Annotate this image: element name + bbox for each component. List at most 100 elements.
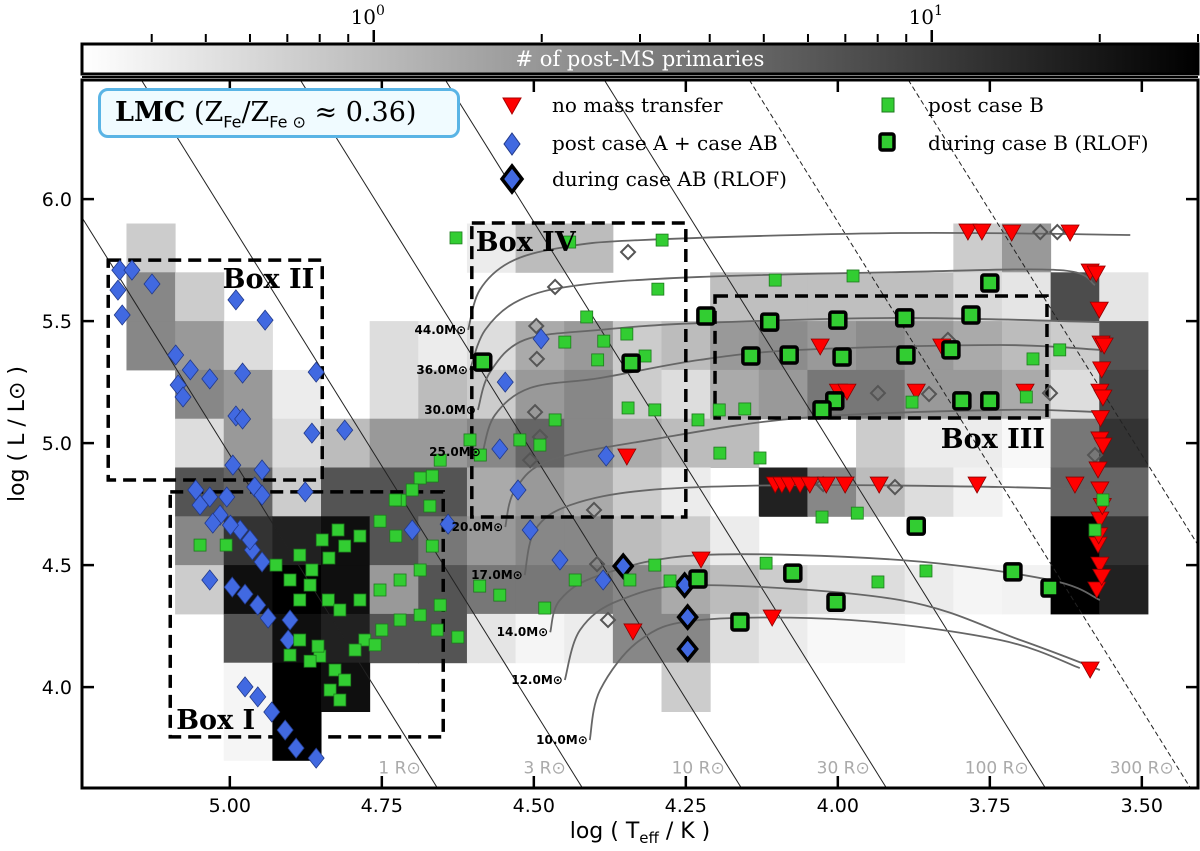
diamond-point	[303, 422, 321, 444]
legend-label-post-a-ab: post case A + case AB	[552, 131, 778, 155]
square-bold-point	[730, 612, 750, 632]
square-bold-point	[779, 345, 799, 365]
square-bold-point	[759, 312, 780, 332]
square-bold-point	[894, 308, 915, 328]
square-point	[293, 633, 307, 647]
square-bold-point	[906, 516, 927, 536]
diamond-point	[403, 519, 421, 541]
square-point	[375, 623, 389, 637]
track-mass-label: 25.0M⊙	[429, 445, 481, 459]
y-axis-label: log ( L / L⊙ )	[5, 366, 30, 502]
heatmap-cell	[175, 321, 225, 371]
triangle-down-point	[967, 476, 987, 494]
triangle-down-point	[1090, 410, 1111, 428]
y-tick-label: 6.0	[42, 189, 72, 211]
diamond-point	[521, 519, 539, 541]
diamond-point	[496, 371, 514, 393]
square-point	[713, 446, 727, 460]
diamond-point	[111, 259, 129, 281]
heatmap-cell	[1001, 418, 1052, 469]
square-point	[651, 282, 665, 296]
track-marker	[1041, 384, 1059, 402]
square-bold-point	[812, 400, 832, 420]
triangle-down-point	[906, 383, 926, 401]
diamond-point	[532, 328, 550, 350]
heatmap-cell	[1099, 272, 1149, 322]
square-point	[388, 493, 402, 507]
heatmap-cell	[515, 613, 565, 664]
diamond-point	[221, 514, 239, 536]
x-axis-label-sub: eff	[639, 829, 659, 847]
evolution-track	[481, 344, 1100, 453]
heatmap-cell	[856, 418, 906, 469]
heatmap-cell	[564, 613, 614, 664]
square-point	[433, 453, 447, 467]
tick-base: 10	[351, 5, 376, 29]
region-box-label: Box III	[941, 424, 1045, 455]
triangle-down-point	[691, 551, 711, 569]
diamond-point	[307, 361, 325, 383]
tick-base: 10	[909, 5, 934, 29]
square-point	[311, 639, 325, 653]
triangle-down-point	[816, 476, 836, 494]
triangle-down-point	[810, 338, 830, 356]
square-point	[919, 564, 933, 578]
square-point	[473, 448, 487, 462]
diamond-point	[259, 607, 277, 629]
triangle-down-point	[1086, 265, 1106, 283]
square-point	[620, 327, 634, 341]
square-point	[293, 548, 307, 562]
x-axis-label-prefix: log ( T	[570, 819, 640, 844]
diamond-bold-point	[611, 552, 635, 580]
legend-square-icon	[881, 97, 895, 113]
square-point	[621, 401, 635, 415]
diamond-point	[253, 551, 271, 573]
radius-line	[82, 216, 438, 788]
diamond-bold-point	[676, 635, 699, 663]
heatmap-cell	[807, 467, 857, 517]
square-point	[338, 539, 352, 553]
heatmap-cell	[515, 369, 565, 420]
diamond-point	[236, 676, 254, 698]
triangle-down-point	[762, 609, 782, 627]
square-point	[815, 510, 829, 524]
square-point	[322, 551, 336, 565]
heatmap-cell	[1099, 467, 1149, 517]
diamond-point	[167, 344, 185, 366]
diamond-point	[227, 289, 245, 311]
square-point	[373, 514, 387, 528]
track-marker	[546, 278, 564, 296]
radius-label: 100 R⊙	[965, 759, 1029, 779]
heatmap-cell	[175, 272, 225, 322]
diamond-point	[109, 279, 127, 301]
triangle-down-point	[1002, 224, 1022, 242]
triangle-down-point	[1088, 461, 1108, 479]
x-tick-label: 3.75	[969, 795, 1011, 817]
square-point	[712, 403, 726, 417]
radius-label: 300 R⊙	[1110, 759, 1174, 779]
square-point	[393, 573, 407, 587]
square-point	[563, 235, 577, 249]
heatmap-cell	[126, 321, 176, 371]
y-tick-label: 5.5	[42, 311, 72, 333]
colorbar-label: # of post-MS primaries	[516, 47, 765, 71]
track-mass-label: 12.0M⊙	[511, 673, 563, 687]
diamond-point	[241, 529, 259, 551]
square-point	[425, 469, 439, 483]
square-point	[321, 593, 335, 607]
evolution-track	[523, 484, 1100, 576]
square-point	[338, 673, 352, 687]
square-point	[1088, 523, 1102, 537]
track-marker	[588, 555, 606, 573]
square-bold-point	[783, 563, 803, 583]
heatmap-cell	[904, 418, 954, 469]
diamond-point	[439, 513, 457, 535]
heatmap-cell	[904, 467, 954, 517]
track-marker	[585, 501, 603, 519]
track-marker	[1048, 223, 1066, 241]
square-point	[493, 588, 507, 602]
heatmap-cell	[758, 613, 808, 664]
square-point	[655, 233, 669, 247]
heatmap-cell	[856, 369, 906, 420]
diamond-point	[491, 438, 509, 460]
